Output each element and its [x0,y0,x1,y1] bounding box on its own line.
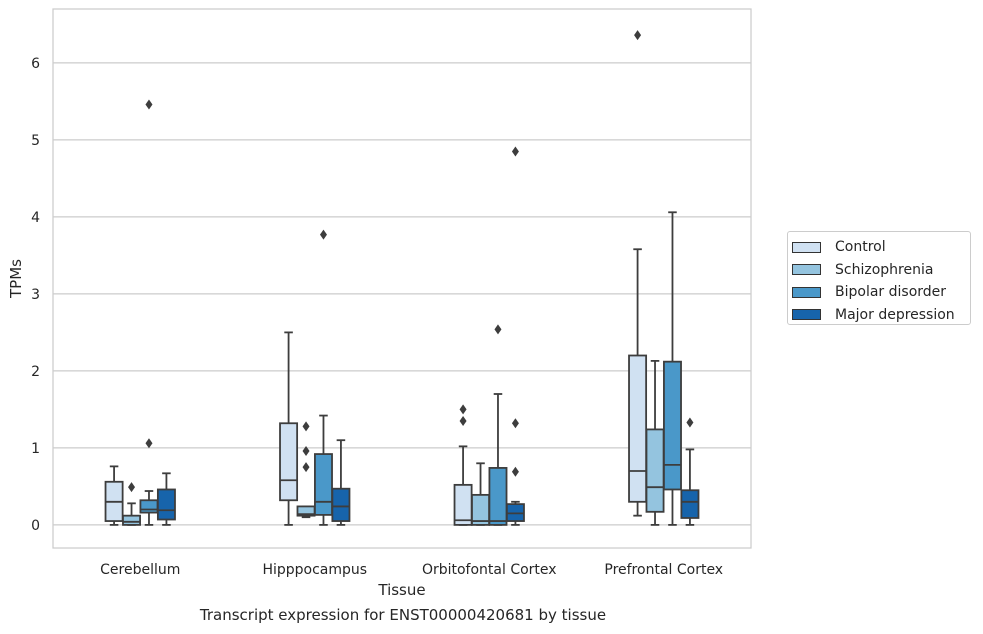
box-2-0-iqr [139,499,159,514]
y-tick-label-2: 2 [31,364,40,380]
legend-label-control: Control [835,239,886,256]
y-tick-labels: 0 1 2 3 4 5 6 [31,56,40,534]
x-tick-labels: Cerebellum Hipppocampus Orbitofontal Corte… [100,562,723,578]
y-tick-label-6: 6 [31,56,40,72]
y-tick-label-1: 1 [31,441,40,457]
box-1-2 [471,462,490,526]
box-2-2-iqr [488,467,508,526]
box-0-1-iqr [279,422,299,502]
x-tick-label-1: Hipppocampus [262,562,367,578]
box-0-2-outlier-0 [459,415,467,426]
legend-label-major-depression: Major depression [835,306,955,323]
legend-swatch-bipolar-disorder [792,286,821,298]
legend-swatch-control [792,241,821,253]
figure-caption: Transcript expression for ENST0000042068… [199,606,607,624]
box-1-0 [122,482,141,526]
box-3-2-outlier-2 [511,146,519,157]
box-2-2 [488,324,508,526]
y-tick-label-4: 4 [31,210,40,226]
x-tick-label-3: Prefrontal Cortex [604,562,723,578]
legend-swatch-schizophrenia [792,264,821,276]
legend-item-control: Control [792,236,970,259]
box-2-1-outlier-0 [319,229,327,240]
box-1-1-outlier-1 [302,445,310,456]
box-3-3-outlier-0 [686,417,694,428]
box-2-2-outlier-0 [494,324,502,335]
box-3-3-iqr [680,489,700,519]
box-0-2 [453,404,473,526]
box-2-3 [663,211,682,526]
x-axis-label: Tissue [377,581,425,599]
box-series [104,30,700,526]
box-1-3-iqr [645,428,665,513]
y-tick-label-3: 3 [31,287,40,303]
box-2-1-iqr [314,453,333,516]
box-0-1 [279,331,299,526]
box-2-0-outlier-1 [145,99,153,110]
box-0-2-iqr [453,483,473,526]
box-2-1 [314,229,333,526]
box-1-1-outlier-2 [302,421,310,432]
box-3-1-iqr [331,487,351,522]
box-0-0 [104,465,124,526]
box-3-1 [331,439,351,526]
box-3-2-outlier-0 [511,466,519,477]
box-0-3-iqr [628,354,648,503]
legend-item-schizophrenia: Schizophrenia [792,259,970,282]
legend-label-bipolar-disorder: Bipolar disorder [835,284,947,301]
legend-label-schizophrenia: Schizophrenia [835,261,934,278]
box-1-1-outlier-0 [302,462,310,473]
box-0-3-outlier-0 [634,30,642,41]
legend-item-bipolar-disorder: Bipolar disorder [792,281,970,304]
box-1-1 [296,421,316,519]
legend-item-major-depression: Major depression [792,304,970,327]
box-0-2-outlier-1 [459,404,467,415]
box-3-2 [505,146,525,526]
box-2-3-iqr [663,360,682,491]
y-tick-label-0: 0 [31,518,40,534]
box-2-0-outlier-0 [145,438,153,449]
legend-swatch-major-depression [792,309,821,321]
legend: Control Schizophrenia Bipolar disorder M… [787,231,971,325]
box-1-0-iqr [122,514,141,526]
x-tick-label-2: Orbitofontal Cortex [422,562,557,578]
box-3-3 [680,417,700,526]
box-0-3 [628,30,648,517]
box-3-2-outlier-1 [511,418,519,429]
y-tick-label-5: 5 [31,133,40,149]
box-1-0-outlier-0 [128,482,136,493]
x-tick-label-0: Cerebellum [100,562,180,578]
box-3-0-iqr [156,488,176,521]
box-3-0 [156,472,176,526]
y-axis-label: TPMs [7,259,25,299]
